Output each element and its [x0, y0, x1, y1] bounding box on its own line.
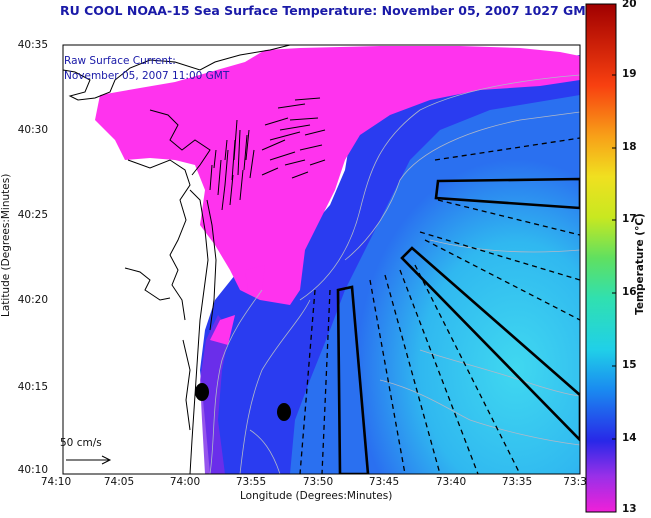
transect-boxes	[336, 177, 580, 474]
colorbar-tick: 20	[622, 0, 637, 10]
colorbar-tick: 18	[622, 141, 637, 153]
y-tick: 40:35	[17, 39, 48, 51]
y-axis-label: Latitude (Degrees:Minutes)	[0, 173, 12, 317]
colorbar-tick: 19	[622, 68, 637, 80]
x-axis-label: Longitude (Degrees:Minutes)	[240, 490, 393, 502]
y-tick: 40:10	[17, 464, 48, 476]
x-tick: 73:55	[235, 476, 267, 488]
bathymetry-contours	[209, 74, 580, 474]
station-marker	[277, 403, 291, 421]
x-tick: 74:05	[103, 476, 135, 488]
warm-plume	[95, 46, 580, 305]
scale-label: 50 cm/s	[60, 437, 102, 449]
x-tick: 73:40	[435, 476, 467, 488]
y-tick: 40:20	[17, 294, 48, 306]
shelf-water	[290, 95, 580, 474]
x-tick: 74:10	[40, 476, 72, 488]
x-tick: 73:45	[368, 476, 400, 488]
x-tick: 73:3	[563, 476, 587, 488]
colorbar	[585, 3, 617, 513]
plot-frame	[62, 44, 581, 475]
x-tick: 74:00	[169, 476, 201, 488]
colorbar-label: Temperature (°C)	[634, 213, 646, 315]
colorbar-tick: 17	[622, 213, 637, 225]
colorbar-tick: 13	[622, 503, 637, 515]
scale-arrow	[66, 455, 112, 465]
x-tick: 73:35	[501, 476, 533, 488]
map-title: RU COOL NOAA-15 Sea Surface Temperature:…	[60, 3, 595, 18]
mixed-water	[200, 315, 230, 474]
coastline	[63, 45, 291, 474]
x-tick: 73:50	[302, 476, 334, 488]
y-tick: 40:25	[17, 209, 48, 221]
colorbar-tick: 16	[622, 286, 637, 298]
colorbar-tick: 14	[622, 432, 637, 444]
y-tick: 40:30	[17, 124, 48, 136]
y-tick: 40:15	[17, 381, 48, 393]
current-time: November 05, 2007 11:00 GMT	[64, 70, 230, 82]
colorbar-tick: 15	[622, 359, 637, 371]
current-label: Raw Surface Current:	[64, 55, 176, 67]
radar-radials	[299, 137, 580, 474]
station-marker	[195, 383, 209, 401]
current-vectors	[209, 97, 326, 211]
